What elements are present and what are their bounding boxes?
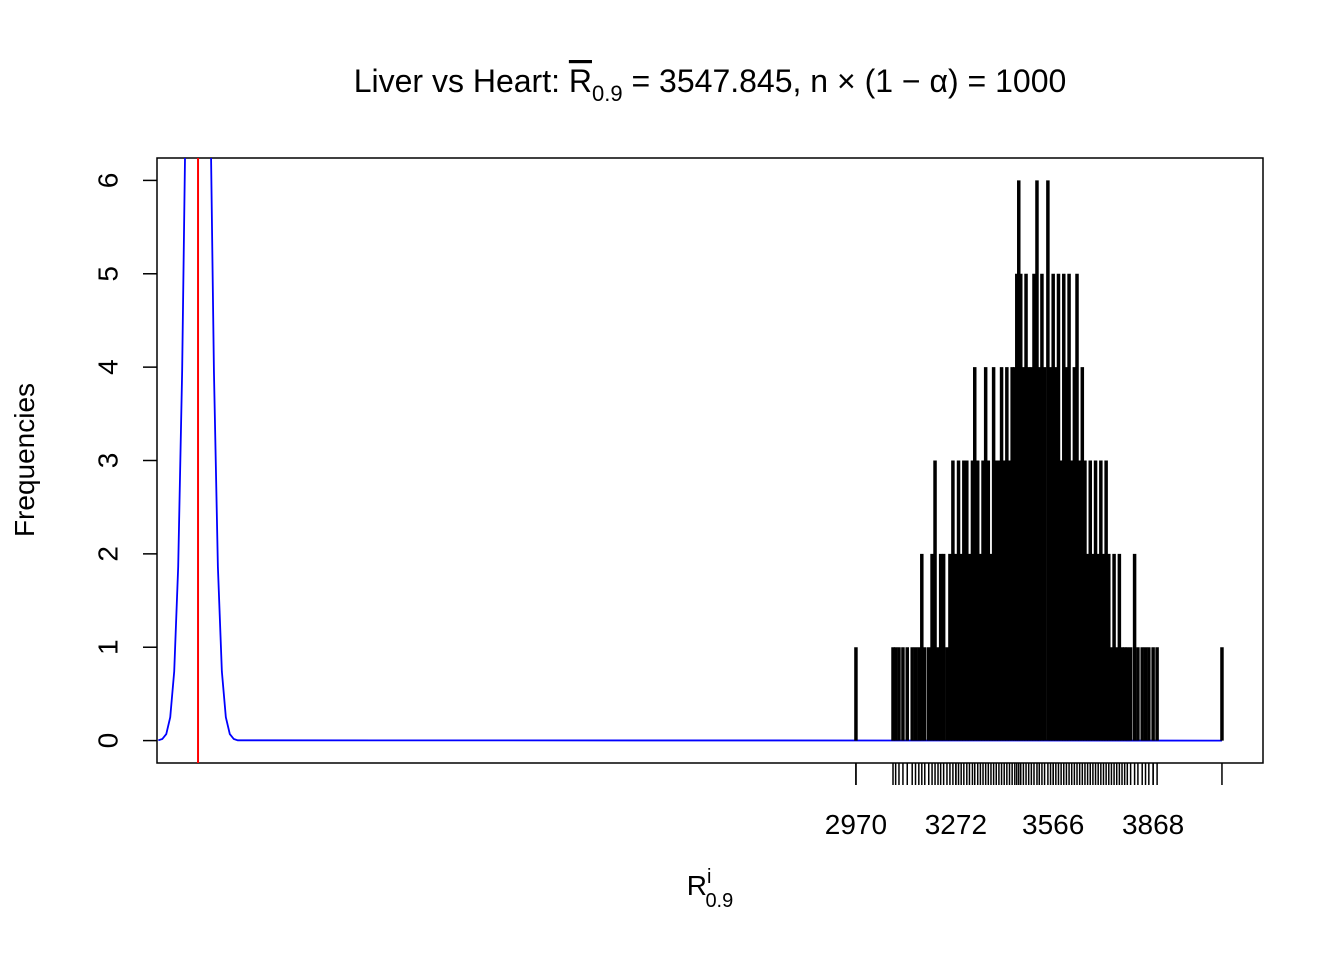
y-tick-label: 3 bbox=[92, 453, 123, 469]
density-curve bbox=[158, 158, 1222, 742]
y-tick-label: 6 bbox=[92, 173, 123, 189]
y-tick-label: 1 bbox=[92, 639, 123, 655]
x-label-superscript: i bbox=[707, 866, 711, 888]
x-label-subscript: 0.9 bbox=[705, 890, 733, 912]
y-tick-label: 0 bbox=[92, 733, 123, 749]
plot-area bbox=[158, 158, 1224, 763]
x-tick-label: 3272 bbox=[925, 809, 987, 840]
x-tick-label: 3566 bbox=[1022, 809, 1084, 840]
y-tick-label: 5 bbox=[92, 266, 123, 282]
chart-title: Liver vs Heart: R0.9 = 3547.845, n × (1 … bbox=[354, 63, 1067, 106]
x-label-main: R bbox=[687, 870, 707, 901]
x-tick-label: 2970 bbox=[825, 809, 887, 840]
x-axis-label: Ri 0.9 bbox=[687, 866, 734, 912]
y-axis-label: Frequencies bbox=[9, 383, 40, 537]
title-text: = 3547.845, n × (1 − α) = 1000 bbox=[623, 63, 1067, 99]
x-tick-label: 3868 bbox=[1122, 809, 1184, 840]
y-tick-label: 4 bbox=[92, 359, 123, 375]
title-symbol: R bbox=[569, 63, 592, 99]
title-subscript: 0.9 bbox=[592, 81, 623, 106]
y-tick-label: 2 bbox=[92, 546, 123, 562]
title-text: Liver vs Heart: bbox=[354, 63, 569, 99]
